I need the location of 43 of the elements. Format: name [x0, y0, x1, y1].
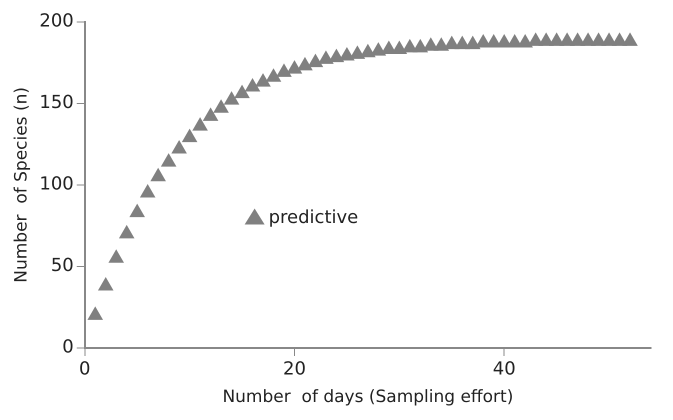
x-tick-label: 20 [283, 358, 306, 380]
point [412, 38, 428, 52]
point [224, 91, 240, 105]
point [297, 56, 313, 70]
point [213, 99, 229, 113]
y-tick-label: 150 [39, 92, 74, 114]
point [266, 68, 282, 82]
point [255, 73, 271, 87]
y-tick-label: 100 [39, 174, 74, 195]
point [108, 249, 124, 263]
point [182, 128, 198, 142]
point [370, 42, 386, 56]
point [98, 277, 114, 291]
point [87, 306, 104, 320]
legend-label: predictive [268, 207, 358, 228]
point [360, 44, 376, 58]
point [202, 107, 218, 121]
y-tick-label: 50 [50, 255, 74, 276]
point [234, 84, 250, 98]
y-tick-label: 0 [62, 336, 74, 358]
point [129, 204, 145, 218]
point [140, 184, 156, 198]
y-tick-label: 200 [39, 10, 74, 32]
point [276, 63, 292, 77]
point [433, 37, 450, 51]
point [464, 36, 481, 50]
x-tick-label: 0 [79, 358, 90, 380]
point [286, 60, 302, 74]
point [150, 168, 166, 182]
point [192, 117, 208, 131]
point [328, 48, 344, 62]
point [244, 78, 260, 92]
point [339, 47, 355, 61]
point [308, 54, 324, 68]
point [118, 224, 134, 238]
point [318, 50, 334, 64]
point [171, 140, 187, 154]
point [350, 45, 366, 59]
point [160, 153, 176, 167]
y-axis-title: Number of Species (n) [12, 87, 32, 283]
x-tick-label: 40 [492, 358, 516, 380]
point [622, 32, 638, 46]
x-axis-title: Number of days (Sampling effort) [222, 387, 514, 408]
